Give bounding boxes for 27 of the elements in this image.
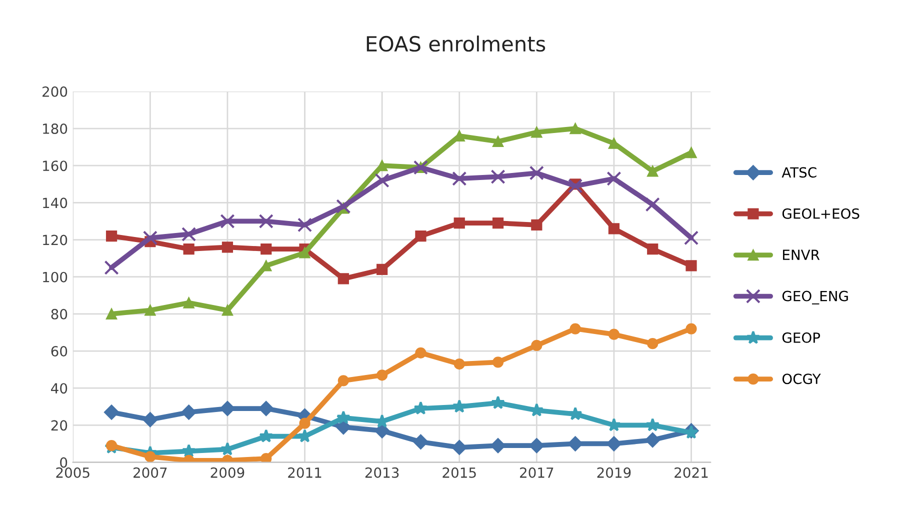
y-tick-label: 80 xyxy=(51,308,68,320)
x-tick-label: 2007 xyxy=(134,467,167,478)
legend-label: GEOP xyxy=(782,332,820,343)
y-tick-label: 40 xyxy=(51,383,68,394)
x-tick-label: 2011 xyxy=(288,467,322,478)
y-tick-label: 20 xyxy=(51,420,68,431)
legend-label: OCGY xyxy=(782,374,821,384)
legend-label: ATSC xyxy=(782,167,816,178)
chart-title: EOAS enrolments xyxy=(366,36,546,52)
x-tick-label: 2021 xyxy=(674,467,708,478)
x-tick-label: 2015 xyxy=(442,467,476,478)
x-tick-label: 2005 xyxy=(56,467,90,478)
y-tick-label: 160 xyxy=(43,160,68,172)
y-tick-label: 200 xyxy=(42,86,68,97)
x-tick-label: 2019 xyxy=(597,467,631,478)
x-tick-label: 2009 xyxy=(210,467,244,478)
legend-label: ENVR xyxy=(783,250,820,260)
y-tick-label: 60 xyxy=(51,346,68,356)
legend-label: GEO_ENG xyxy=(782,290,848,304)
y-tick-label: 140 xyxy=(43,198,68,208)
y-tick-label: 0 xyxy=(60,457,68,468)
x-tick-label: 2013 xyxy=(365,467,399,478)
legend-label: GEOL+EOS xyxy=(782,208,860,219)
x-tick-label: 2017 xyxy=(520,467,554,478)
y-tick-label: 120 xyxy=(43,234,68,246)
y-tick-label: 100 xyxy=(43,272,68,282)
y-tick-label: 180 xyxy=(43,123,68,134)
